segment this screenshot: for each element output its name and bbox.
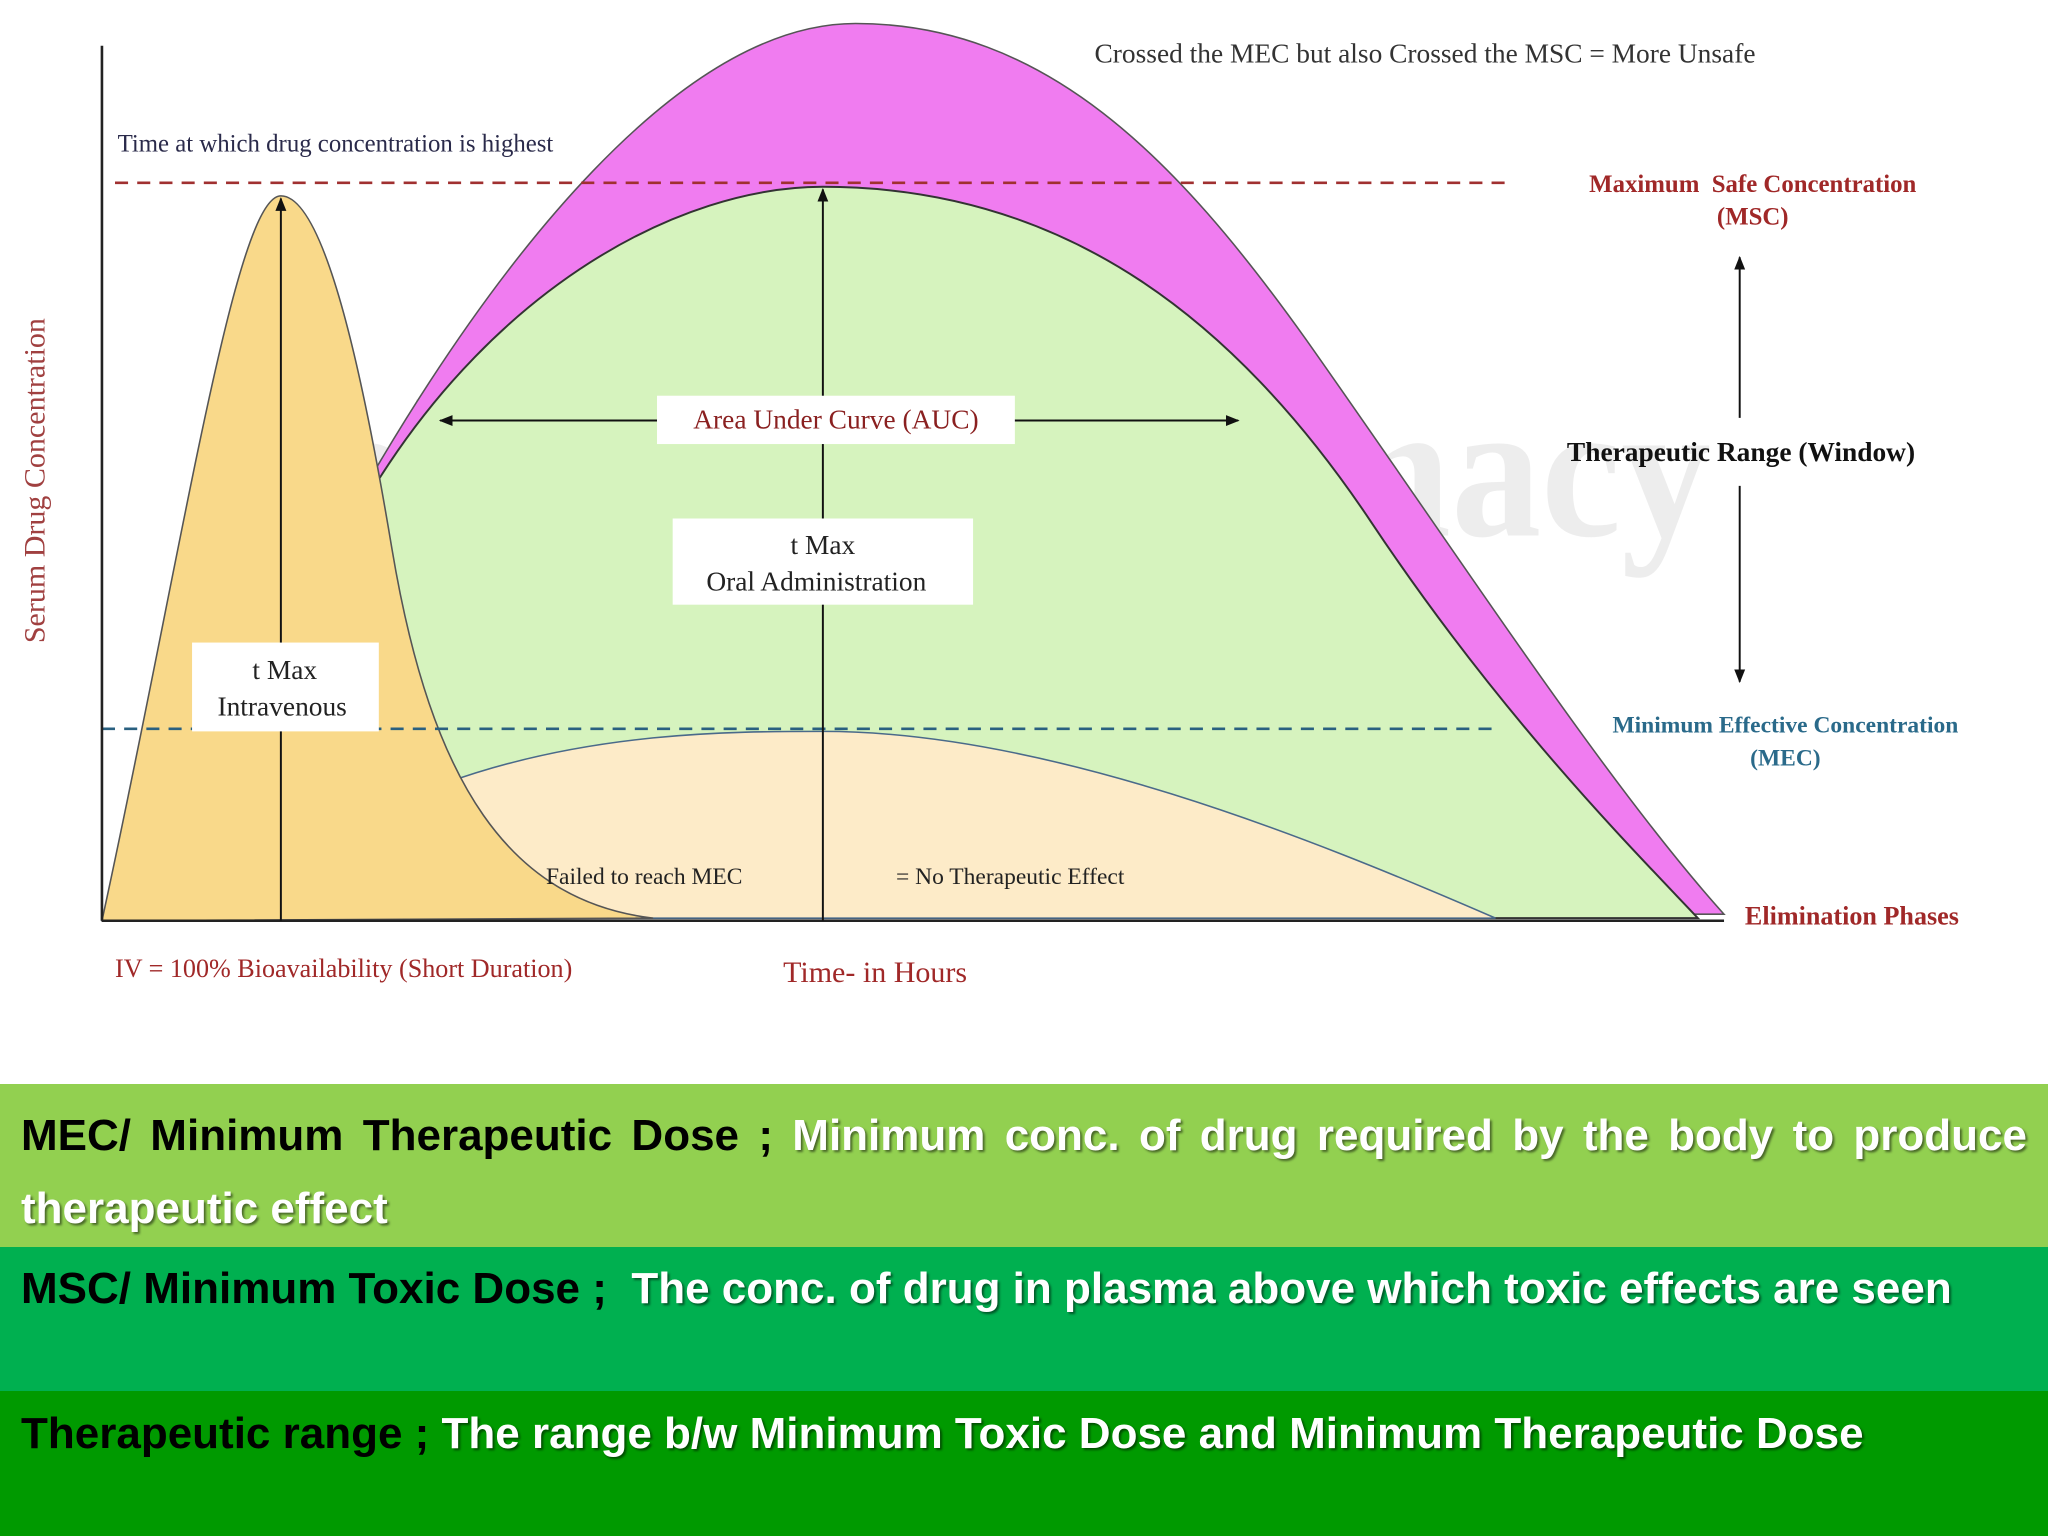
term: MSC/ Minimum Toxic Dose ; bbox=[21, 1264, 607, 1313]
iv-curve bbox=[100, 195, 654, 922]
elimination-label: Elimination Phases bbox=[1745, 902, 1959, 931]
failed-label: Failed to reach MEC bbox=[546, 864, 742, 890]
tmax-oral: Oral Administration bbox=[706, 566, 926, 596]
pk-diagram: Solution-Pharmacy Area Under Curve (AUC)… bbox=[18, 22, 1959, 989]
y-axis-label: Serum Drug Concentration bbox=[18, 318, 51, 643]
auc-label: Area Under Curve (AUC) bbox=[693, 404, 978, 434]
peak-note: Time at which drug concentration is high… bbox=[118, 130, 554, 157]
msc-label: Maximum Safe Concentration bbox=[1589, 171, 1916, 198]
oral-box bbox=[672, 518, 974, 605]
definition: MSC/ Minimum Toxic Dose ; The conc. of d… bbox=[0, 1247, 2048, 1391]
iv-note: IV = 100% Bioavailability (Short Duratio… bbox=[115, 954, 572, 983]
auc-box bbox=[657, 395, 1015, 445]
no-effect-label: = No Therapeutic Effect bbox=[896, 864, 1125, 890]
term: Therapeutic range ; bbox=[21, 1409, 430, 1458]
tmax-oral: t Max bbox=[791, 530, 856, 560]
msc-label: (MSC) bbox=[1717, 204, 1789, 231]
tmax-iv: t Max bbox=[252, 655, 317, 685]
therapeutic-range: Therapeutic Range (Window) bbox=[1567, 437, 1915, 467]
definition-text: Minimum conc. of drug required by the bo… bbox=[21, 1111, 2027, 1233]
x-axis-label: Time- in Hours bbox=[783, 956, 967, 989]
definition: MEC/ Minimum Therapeutic Dose ; Minimum … bbox=[0, 1084, 2048, 1247]
failed-curve bbox=[443, 730, 1496, 919]
unsafe-note: Crossed the MEC but also Crossed the MSC… bbox=[1095, 39, 1756, 69]
mec-label: Minimum Effective Concentration bbox=[1612, 713, 1958, 739]
tmax-iv: Intravenous bbox=[217, 692, 346, 722]
definition: Therapeutic range ; The range b/w Minimu… bbox=[0, 1391, 2048, 1536]
mec-label: (MEC) bbox=[1750, 745, 1820, 771]
iv-box bbox=[192, 642, 379, 732]
definition-text: The range b/w Minimum Toxic Dose and Min… bbox=[441, 1409, 1864, 1458]
definition-text: The conc. of drug in plasma above which … bbox=[631, 1264, 1952, 1313]
term: MEC/ Minimum Therapeutic Dose ; bbox=[21, 1111, 773, 1160]
